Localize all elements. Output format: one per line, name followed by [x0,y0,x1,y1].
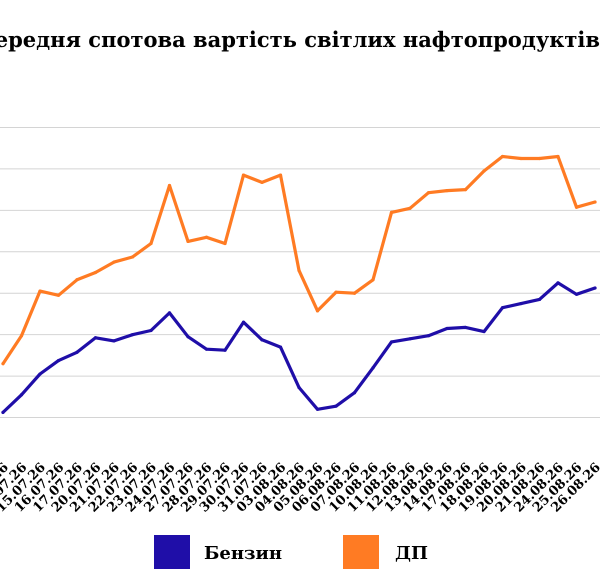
data-point [186,239,190,244]
data-point [519,301,523,306]
data-point [593,286,597,290]
legend: Бензин ДП [154,535,428,569]
data-point [112,260,116,264]
data-point [556,154,560,159]
data-point [519,156,523,161]
data-point [223,241,227,246]
data-point [241,173,246,177]
legend-swatch-dp [343,535,379,569]
x-axis-tick-labels: 13.07.2614.07.2615.07.2616.07.2617.07.26… [0,460,600,515]
data-point [463,325,468,330]
grid-layer [0,126,600,419]
data-point [593,200,597,204]
legend-label-benzyn: Бензин [204,543,282,564]
data-point [75,278,79,282]
data-point [389,340,394,344]
data-point [371,366,375,370]
data-point [389,210,394,215]
data-point [167,183,172,188]
data-point [408,206,412,210]
data-point [352,391,357,395]
data-point [334,404,338,408]
data-point [93,270,98,275]
data-point [297,385,301,390]
data-point [556,281,560,285]
data-point [38,289,42,293]
data-point [204,347,209,351]
data-point [149,241,153,246]
data-point [482,169,486,173]
data-point [537,297,542,302]
legend-label-dp: ДП [395,543,428,564]
data-point [445,326,449,331]
data-point [93,336,98,340]
data-point [463,188,468,192]
data-point [56,358,61,363]
data-point [426,191,431,195]
data-point [167,311,172,315]
data-point [56,293,61,297]
legend-swatch-benzyn [154,535,190,569]
data-point [574,292,579,296]
data-point [352,291,357,295]
data-point [75,350,79,354]
data-point [334,290,338,294]
data-point [500,306,505,310]
data-point [130,255,135,259]
data-point [315,407,320,411]
data-point [408,337,412,341]
data-point [241,320,246,324]
data-point [537,156,542,161]
data-point [260,338,264,342]
data-point [1,410,5,414]
data-point [223,348,227,352]
data-point [500,154,505,159]
data-point [278,345,283,349]
data-point [297,268,301,273]
series-line-benzyn [1,281,597,414]
data-point [315,309,320,313]
data-point [426,334,431,338]
data-point [38,372,42,376]
data-point [204,235,209,239]
data-point [1,362,5,366]
series-line-dp [1,154,597,366]
data-point [149,328,153,333]
data-point [19,334,24,338]
data-point [278,173,283,177]
data-point [574,205,579,209]
data-point [130,333,135,337]
data-point [19,393,24,397]
data-point [371,278,375,282]
chart-title: Середня спотова вартість світлих нафтопр… [0,27,600,52]
data-point [186,335,190,339]
data-point [445,189,449,193]
data-point [260,180,264,184]
data-point [112,339,116,343]
series-layer [1,154,597,414]
data-point [482,329,486,334]
